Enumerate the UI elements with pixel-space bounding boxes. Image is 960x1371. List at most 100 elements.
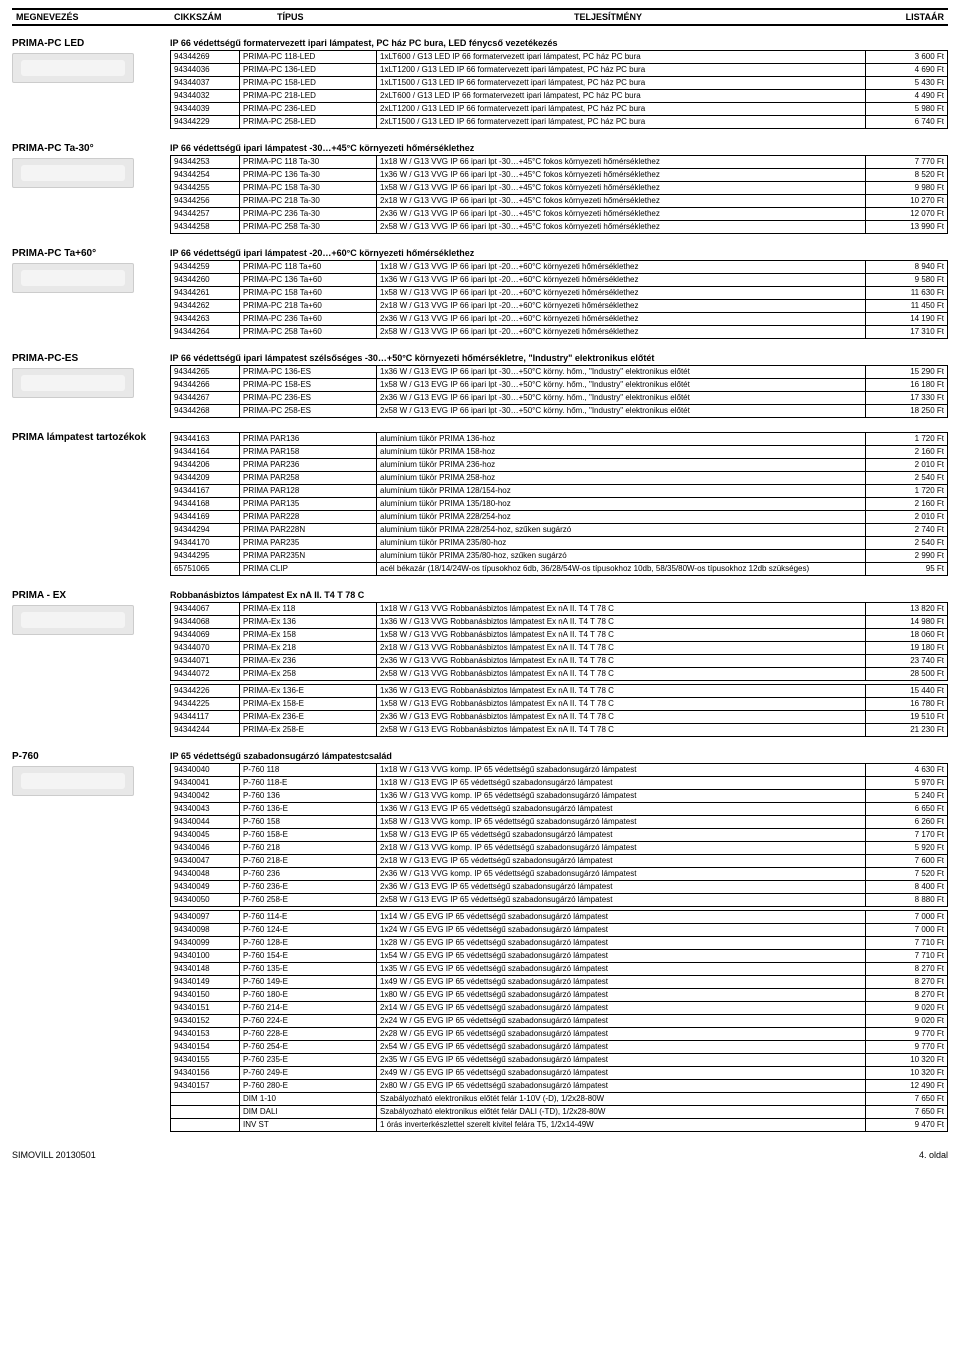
cell-article: 94340099 [171, 937, 240, 950]
cell-type: PRIMA-PC 158 Ta-30 [240, 182, 377, 195]
cell-price: 7 650 Ft [866, 1106, 948, 1119]
footer-left: SIMOVILL 20130501 [12, 1150, 96, 1160]
table-row: 94344071PRIMA-Ex 2362x36 W / G13 VVG Rob… [171, 655, 948, 668]
cell-type: PRIMA-PC 236-ES [240, 392, 377, 405]
section-subtitle: IP 65 védettségű szabadonsugárzó lámpate… [170, 751, 948, 761]
cell-article: 94344258 [171, 221, 240, 234]
table-row: 94344254PRIMA-PC 136 Ta-301x36 W / G13 V… [171, 169, 948, 182]
product-table: 94344067PRIMA-Ex 1181x18 W / G13 VVG Rob… [170, 602, 948, 737]
cell-article: 94344261 [171, 287, 240, 300]
cell-type: PRIMA PAR135 [240, 498, 377, 511]
cell-desc: 2xLT600 / G13 LED IP 66 formatervezett i… [377, 90, 866, 103]
cell-type: PRIMA-PC 158-ES [240, 379, 377, 392]
cell-desc: 1x18 W / G13 VVG komp. IP 65 védettségű … [377, 764, 866, 777]
table-row: 94344265PRIMA-PC 136-ES1x36 W / G13 EVG … [171, 366, 948, 379]
table-row: 94344269PRIMA-PC 118-LED1xLT600 / G13 LE… [171, 51, 948, 64]
cell-type: P-760 136-E [240, 803, 377, 816]
section-subtitle: IP 66 védettségű ipari lámpatest szélsős… [170, 353, 948, 363]
cell-type: PRIMA PAR228 [240, 511, 377, 524]
cell-price: 7 170 Ft [866, 829, 948, 842]
cell-price: 5 920 Ft [866, 842, 948, 855]
cell-article: 94344039 [171, 103, 240, 116]
table-row: 94344264PRIMA-PC 258 Ta+602x58 W / G13 V… [171, 326, 948, 339]
cell-type: P-760 118-E [240, 777, 377, 790]
table-row: 65751065PRIMA CLIPacél békazár (18/14/24… [171, 563, 948, 576]
cell-type: PRIMA-PC 236-LED [240, 103, 377, 116]
table-row: 94344268PRIMA-PC 258-ES2x58 W / G13 EVG … [171, 405, 948, 418]
cell-article: 94344168 [171, 498, 240, 511]
cell-price: 4 690 Ft [866, 64, 948, 77]
table-row: 94344167PRIMA PAR128alumínium tükör PRIM… [171, 485, 948, 498]
cell-article: 94344209 [171, 472, 240, 485]
cell-price: 9 770 Ft [866, 1028, 948, 1041]
cell-type: PRIMA-PC 258-LED [240, 116, 377, 129]
cell-article: 94340041 [171, 777, 240, 790]
col-price: LISTAÁR [865, 10, 948, 24]
cell-article: 94344244 [171, 724, 240, 737]
cell-article: 94344262 [171, 300, 240, 313]
cell-desc: 2x36 W / G13 EVG Robbanásbiztos lámpates… [377, 711, 866, 724]
cell-article: 94340150 [171, 989, 240, 1002]
cell-desc: 1x58 W / G13 VVG IP 66 ipari lpt -30…+45… [377, 182, 866, 195]
cell-article: 94340148 [171, 963, 240, 976]
cell-article: 94344294 [171, 524, 240, 537]
cell-desc: alumínium tükör PRIMA 135/180-hoz [377, 498, 866, 511]
cell-type: PRIMA-Ex 258 [240, 668, 377, 681]
cell-desc: 1x18 W / G13 VVG Robbanásbiztos lámpates… [377, 603, 866, 616]
cell-price: 7 000 Ft [866, 924, 948, 937]
cell-price: 3 600 Ft [866, 51, 948, 64]
cell-type: PRIMA-PC 218-LED [240, 90, 377, 103]
cell-article: 94340154 [171, 1041, 240, 1054]
cell-price: 6 650 Ft [866, 803, 948, 816]
section: PRIMA-PC Ta-30°IP 66 védettségű ipari lá… [12, 143, 948, 234]
cell-article: 94344169 [171, 511, 240, 524]
table-row: 94344039PRIMA-PC 236-LED2xLT1200 / G13 L… [171, 103, 948, 116]
cell-desc: 1x54 W / G5 EVG IP 65 védettségű szabado… [377, 950, 866, 963]
cell-article: 94344264 [171, 326, 240, 339]
cell-article: 94340153 [171, 1028, 240, 1041]
cell-price: 15 440 Ft [866, 685, 948, 698]
cell-type: P-760 254-E [240, 1041, 377, 1054]
table-row: 94344267PRIMA-PC 236-ES2x36 W / G13 EVG … [171, 392, 948, 405]
cell-desc: 1x58 W / G13 EVG IP 66 ipari lpt -30…+50… [377, 379, 866, 392]
cell-desc: alumínium tükör PRIMA 136-hoz [377, 433, 866, 446]
cell-article: 94340100 [171, 950, 240, 963]
cell-article: 94340157 [171, 1080, 240, 1093]
cell-type: PRIMA-Ex 158 [240, 629, 377, 642]
page-footer: SIMOVILL 20130501 4. oldal [12, 1150, 948, 1160]
product-thumbnail [12, 766, 134, 796]
cell-price: 16 180 Ft [866, 379, 948, 392]
cell-desc: 1xLT600 / G13 LED IP 66 formatervezett i… [377, 51, 866, 64]
cell-article [171, 1093, 240, 1106]
product-table: 94344163PRIMA PAR136alumínium tükör PRIM… [170, 432, 948, 576]
cell-article [171, 1119, 240, 1132]
table-row: 94340041P-760 118-E1x18 W / G13 EVG IP 6… [171, 777, 948, 790]
cell-article: 94344255 [171, 182, 240, 195]
cell-desc: alumínium tükör PRIMA 235/80-hoz [377, 537, 866, 550]
table-row: 94344262PRIMA-PC 218 Ta+602x18 W / G13 V… [171, 300, 948, 313]
section: PRIMA-PC Ta+60°IP 66 védettségű ipari lá… [12, 248, 948, 339]
cell-desc: 1x18 W / G13 VVG IP 66 ipari lpt -20…+60… [377, 261, 866, 274]
table-row: 94340099P-760 128-E1x28 W / G5 EVG IP 65… [171, 937, 948, 950]
cell-price: 9 020 Ft [866, 1002, 948, 1015]
cell-article: 94344067 [171, 603, 240, 616]
cell-type: PRIMA-PC 258 Ta+60 [240, 326, 377, 339]
cell-type: PRIMA-Ex 236-E [240, 711, 377, 724]
cell-type: PRIMA-PC 218 Ta+60 [240, 300, 377, 313]
cell-article: 94344070 [171, 642, 240, 655]
table-row: 94344072PRIMA-Ex 2582x58 W / G13 VVG Rob… [171, 668, 948, 681]
cell-price: 12 490 Ft [866, 1080, 948, 1093]
cell-price: 7 770 Ft [866, 156, 948, 169]
cell-type: PRIMA PAR258 [240, 472, 377, 485]
table-row: 94344259PRIMA-PC 118 Ta+601x18 W / G13 V… [171, 261, 948, 274]
cell-desc: 1x58 W / G13 VVG IP 66 ipari lpt -20…+60… [377, 287, 866, 300]
cell-price: 8 940 Ft [866, 261, 948, 274]
cell-type: P-760 114-E [240, 911, 377, 924]
cell-desc: 1 órás inverterkészlettel szerelt kivite… [377, 1119, 866, 1132]
cell-article: 94340155 [171, 1054, 240, 1067]
cell-type: P-760 118 [240, 764, 377, 777]
table-row: 94344068PRIMA-Ex 1361x36 W / G13 VVG Rob… [171, 616, 948, 629]
cell-price: 10 270 Ft [866, 195, 948, 208]
product-table: 94344259PRIMA-PC 118 Ta+601x18 W / G13 V… [170, 260, 948, 339]
cell-desc: 2x18 W / G13 VVG IP 66 ipari lpt -30…+45… [377, 195, 866, 208]
